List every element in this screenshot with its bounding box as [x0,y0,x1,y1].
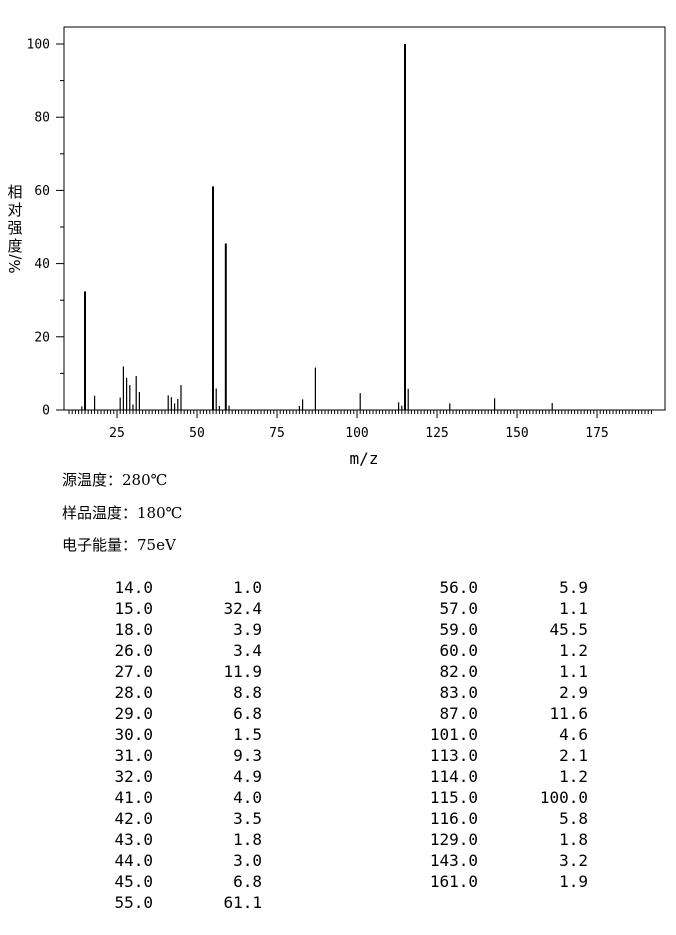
peak-intensity: 8.8 [233,683,262,702]
x-tick-label: 175 [585,426,608,441]
peak-mz: 115.0 [429,788,478,807]
electron-energy: 电子能量：75eV [62,536,176,554]
peak-mz: 43.0 [114,830,153,849]
peak-intensity: 6.8 [233,872,262,891]
y-label-char: 相 [7,183,22,201]
mass-spectrum-chart: 25 50 75 100 125 150 175 0 20 40 60 80 100 m/z 相对强度… [6,26,666,468]
peak-intensity: 9.3 [233,746,262,765]
peak-mz: 15.0 [114,599,153,618]
peak-intensity: 3.9 [233,620,262,639]
peak-mz: 30.0 [114,725,153,744]
peak-intensity: 3.2 [559,851,588,870]
peak-mz: 59.0 [439,620,478,639]
plot-frame [63,26,666,411]
peak-mz: 28.0 [114,683,153,702]
peak-mz: 87.0 [439,704,478,723]
peak-intensity: 11.6 [549,704,588,723]
y-axis-ticks: 0 20 40 60 80 100 [27,38,64,419]
peak-mz: 114.0 [429,767,478,786]
peak-intensity: 45.5 [549,620,588,639]
peak-intensity: 1.2 [559,767,588,786]
peak-intensity: 1.9 [559,872,588,891]
y-label-char: %/ [6,253,24,273]
peak-intensity: 5.8 [559,809,588,828]
peak-mz: 29.0 [114,704,153,723]
peak-mz: 44.0 [114,851,153,870]
y-tick-label: 40 [34,257,50,272]
peak-intensity: 1.0 [233,578,262,597]
peak-mz: 101.0 [429,725,478,744]
x-minor-ticks [68,410,652,414]
peak-table: 14.0 1.0 15.0 32.4 18.0 3.9 26.0 3.4 27.0 11.9 28.… [0,578,676,918]
peak-intensity: 11.9 [223,662,262,681]
peak-intensity: 61.1 [223,893,262,912]
peak-intensity: 100.0 [539,788,588,807]
peak-intensity: 2.1 [559,746,588,765]
peak-intensity: 6.8 [233,704,262,723]
x-tick-label: 150 [505,426,528,441]
peak-mz: 56.0 [439,578,478,597]
peak-mz: 116.0 [429,809,478,828]
peak-intensity: 1.1 [559,599,588,618]
peak-intensity: 4.6 [559,725,588,744]
x-axis-ticks: 25 50 75 100 125 150 175 [109,410,609,441]
y-tick-label: 60 [34,184,50,199]
peak-intensity: 3.4 [233,641,262,660]
peak-intensity: 5.9 [559,578,588,597]
peak-mz: 26.0 [114,641,153,660]
peak-intensity: 1.1 [559,662,588,681]
y-tick-label: 80 [34,111,50,126]
y-tick-label: 100 [27,38,50,53]
peak-mz: 57.0 [439,599,478,618]
peak-intensity: 1.2 [559,641,588,660]
peak-intensity: 4.0 [233,788,262,807]
peak-mz: 14.0 [114,578,153,597]
peak-intensity: 3.5 [233,809,262,828]
peak-intensity: 1.8 [233,830,262,849]
y-label-char: 对 [7,201,22,219]
peak-mz: 129.0 [429,830,478,849]
source-temperature: 源温度：280℃ [62,471,168,489]
peak-intensity: 2.9 [559,683,588,702]
x-tick-label: 25 [109,426,125,441]
peak-mz: 27.0 [114,662,153,681]
peak-mz: 45.0 [114,872,153,891]
peak-bars [81,44,553,410]
peak-mz: 42.0 [114,809,153,828]
peak-intensity: 4.9 [233,767,262,786]
peak-intensity: 3.0 [233,851,262,870]
peak-mz: 18.0 [114,620,153,639]
y-label-char: 度 [7,237,22,255]
peak-mz: 143.0 [429,851,478,870]
peak-mz: 113.0 [429,746,478,765]
peak-mz: 82.0 [439,662,478,681]
peak-mz: 60.0 [439,641,478,660]
y-label-char: 强 [7,219,22,237]
peak-mz: 32.0 [114,767,153,786]
y-tick-label: 20 [34,330,50,345]
peak-mz: 41.0 [114,788,153,807]
y-tick-label: 0 [42,404,50,419]
x-tick-label: 75 [269,426,285,441]
x-axis-label: m/z [350,449,379,468]
x-tick-label: 100 [345,426,368,441]
peak-mz: 161.0 [429,872,478,891]
peak-intensity: 32.4 [223,599,262,618]
peak-mz: 55.0 [114,893,153,912]
peak-mz: 31.0 [114,746,153,765]
x-tick-label: 125 [425,426,448,441]
peak-intensity: 1.8 [559,830,588,849]
x-tick-label: 50 [189,426,205,441]
peak-mz: 83.0 [439,683,478,702]
peak-intensity: 1.5 [233,725,262,744]
sample-temperature: 样品温度：180℃ [62,504,183,522]
